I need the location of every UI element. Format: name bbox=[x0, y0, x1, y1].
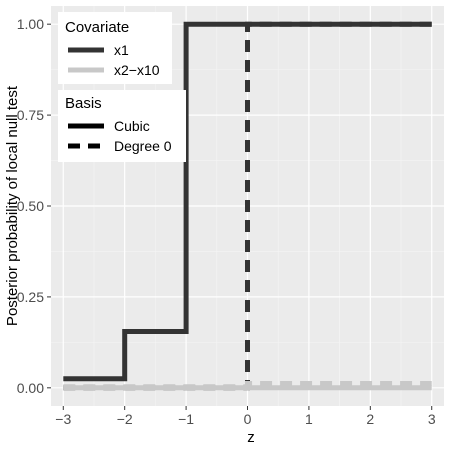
legend-basis-title: Basis bbox=[65, 95, 102, 112]
y-tick-label: 0.00 bbox=[17, 380, 44, 396]
legend-label-cubic: Cubic bbox=[114, 118, 150, 134]
legend-covariate: Covariate x1 x2−x10 bbox=[58, 12, 172, 84]
y-tick-label: 0.75 bbox=[17, 107, 44, 123]
y-axis-title: Posterior probability of local null test bbox=[4, 85, 21, 326]
axis-layer: −3 −2 −1 0 1 2 3 0.00 0.25 0.50 0.75 1.00 bbox=[17, 16, 436, 427]
x-tick-label: −1 bbox=[178, 411, 194, 427]
y-tick-label: 1.00 bbox=[17, 16, 44, 32]
x-tick-label: −3 bbox=[55, 411, 71, 427]
x-tick-label: 1 bbox=[305, 411, 313, 427]
series-layer bbox=[63, 21, 432, 391]
x-axis-title: z bbox=[247, 429, 255, 446]
legend-basis: Basis Cubic Degree 0 bbox=[58, 90, 186, 162]
x-tick-label: −2 bbox=[117, 411, 133, 427]
legend-label-x2-x10: x2−x10 bbox=[114, 62, 160, 78]
y-tick-label: 0.25 bbox=[17, 289, 44, 305]
x-tick-label: 0 bbox=[244, 411, 252, 427]
x-tick-label: 3 bbox=[428, 411, 436, 427]
x-tick-label: 2 bbox=[366, 411, 374, 427]
series-line-x1-cubic bbox=[63, 21, 432, 382]
legend-label-x1: x1 bbox=[114, 42, 129, 58]
series-line-x1-degree-0 bbox=[63, 21, 432, 391]
series-line-x2-x10-degree-0 bbox=[63, 381, 432, 390]
legend-covariate-title: Covariate bbox=[65, 19, 129, 36]
legend-label-degree0: Degree 0 bbox=[114, 138, 172, 154]
y-tick-label: 0.50 bbox=[17, 198, 44, 214]
